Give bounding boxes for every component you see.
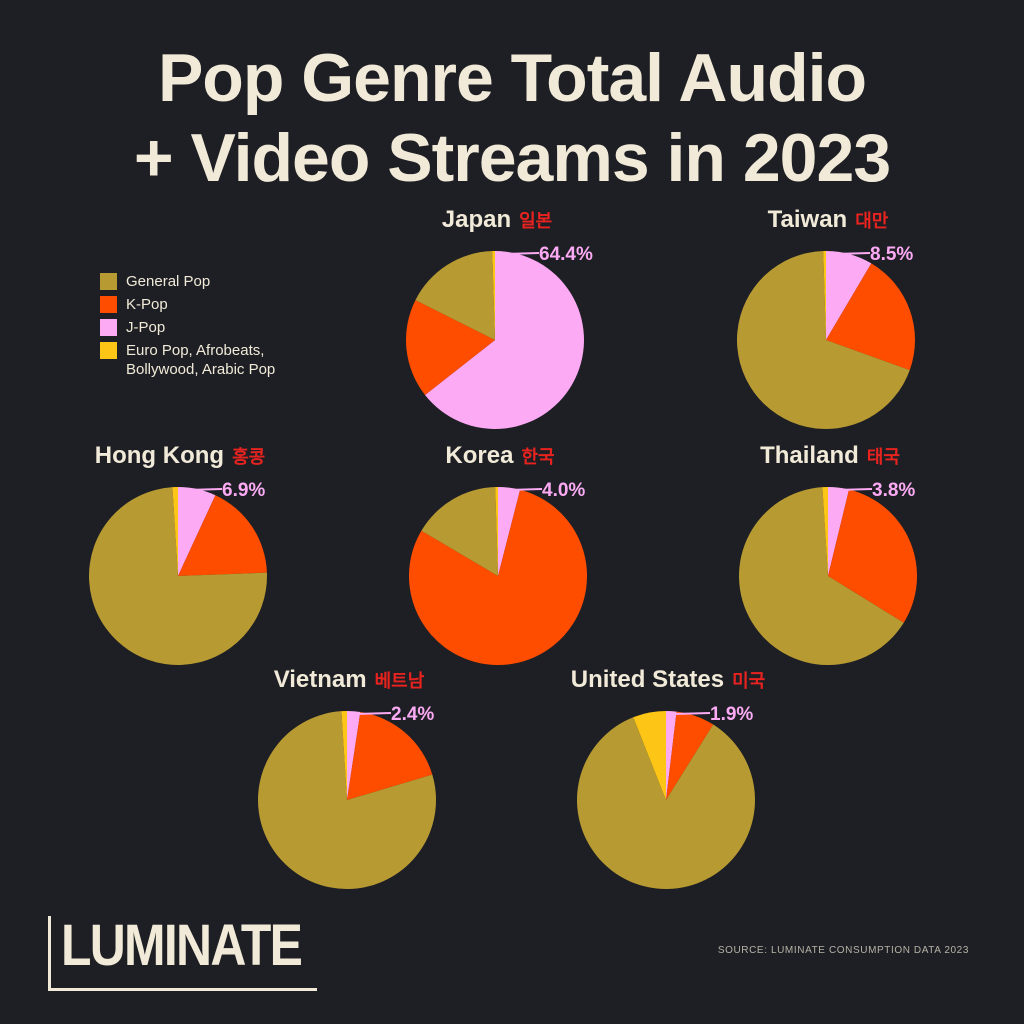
country-name-korean: 태국 — [867, 447, 900, 467]
country-name-korean: 일본 — [519, 211, 552, 231]
pie-title: Vietnam 베트남 — [274, 666, 425, 693]
pie-japan: 64.4% Japan 일본 — [406, 206, 593, 430]
pie-slice-k-pop — [828, 489, 917, 623]
pie-slice-j-pop — [425, 251, 585, 430]
pie-slice-general-pop — [577, 717, 756, 889]
leader-line — [835, 488, 873, 491]
pie-title: Japan 일본 — [442, 206, 553, 233]
legend-swatch — [100, 319, 117, 336]
country-name: Hong Kong — [95, 442, 224, 469]
country-name-korean: 한국 — [521, 447, 554, 467]
source-note: SOURCE: LUMINATE CONSUMPTION DATA 2023 — [717, 945, 969, 956]
legend-swatch — [100, 273, 117, 290]
country-name: Japan — [442, 206, 511, 233]
pie-slice-general-pop — [89, 487, 267, 666]
pie-title: Taiwan 대만 — [768, 206, 889, 233]
pie-title: Hong Kong 홍콩 — [95, 442, 265, 469]
pie-slice-euro-pop — [822, 487, 828, 576]
country-name-korean: 홍콩 — [232, 446, 265, 467]
pie-korea: 4.0% Korea 한국 — [409, 442, 587, 666]
pie-thailand: 3.8% Thailand 태국 — [739, 442, 917, 665]
legend-item-other-pop: Euro Pop, Afrobeats, Bollywood, Arabic P… — [100, 341, 306, 379]
pie-slice-k-pop — [406, 300, 495, 395]
legend-swatch — [100, 342, 117, 359]
legend-label: General Pop — [126, 273, 211, 290]
leader-line — [505, 488, 543, 491]
pie-vietnam: 2.4% Vietnam 베트남 — [257, 666, 436, 889]
country-name: Korea — [445, 442, 514, 469]
legend-label: K-Pop — [126, 296, 168, 313]
pie-slice-euro-pop — [633, 711, 666, 800]
pie-slice-j-pop — [828, 487, 850, 576]
pie-title: Korea 한국 — [445, 442, 554, 469]
pie-slice-general-pop — [737, 251, 910, 430]
legend-item-j-pop: J-Pop — [100, 318, 306, 337]
legend-swatch — [100, 296, 117, 313]
pie-slice-general-pop — [257, 711, 436, 889]
country-name: Taiwan — [768, 206, 848, 233]
pie-slice-j-pop — [347, 711, 361, 800]
j-pop-share-label: 2.4% — [391, 704, 434, 725]
chart-title: Pop Genre Total Audio + Video Streams in… — [0, 38, 1024, 198]
legend-label: J-Pop — [126, 319, 166, 336]
pie-slice-k-pop — [409, 489, 587, 666]
pie-taiwan: 8.5% Taiwan 대만 — [737, 206, 915, 430]
pie-slice-euro-pop — [495, 487, 498, 576]
j-pop-share-label: 3.8% — [872, 480, 915, 501]
leader-line — [185, 488, 223, 491]
title-line-2: + Video Streams in 2023 — [133, 120, 891, 196]
j-pop-share-label: 4.0% — [542, 480, 585, 501]
logo-text: LUMINATE — [61, 913, 303, 978]
pie-slice-k-pop — [347, 712, 433, 800]
pie-slice-j-pop — [826, 251, 872, 340]
legend-item-general-pop: General Pop — [100, 272, 306, 291]
j-pop-share-label: 6.9% — [222, 480, 265, 501]
pie-slice-j-pop — [666, 711, 677, 800]
pie-slice-general-pop — [421, 487, 498, 576]
country-name-korean: 베트남 — [375, 671, 425, 691]
j-pop-share-label: 1.9% — [710, 704, 753, 725]
pie-slice-euro-pop — [823, 251, 826, 340]
pie-slice-k-pop — [826, 263, 915, 371]
country-name-korean: 미국 — [732, 671, 765, 691]
leader-line — [502, 252, 540, 255]
pie-slice-general-pop — [739, 487, 904, 665]
pie-slice-k-pop — [666, 711, 714, 800]
leader-line — [673, 712, 711, 715]
legend-label: Euro Pop, Afrobeats, Bollywood, Arabic P… — [126, 342, 276, 378]
pie-title: United States 미국 — [571, 666, 766, 693]
j-pop-share-label: 64.4% — [539, 244, 593, 265]
title-line-1: Pop Genre Total Audio — [157, 40, 867, 116]
pie-united-states: 1.9% United States 미국 — [571, 666, 766, 889]
legend-item-k-pop: K-Pop — [100, 295, 306, 314]
pie-slice-k-pop — [178, 495, 267, 576]
leader-line — [833, 252, 871, 255]
pie-title: Thailand 태국 — [760, 442, 900, 469]
country-name: Thailand — [760, 442, 859, 469]
legend: General Pop K-Pop J-Pop Euro Pop, Afrobe… — [100, 272, 306, 383]
pie-hong-kong: 6.9% Hong Kong 홍콩 — [89, 442, 267, 666]
leader-line — [354, 712, 392, 715]
j-pop-share-label: 8.5% — [870, 244, 913, 265]
pie-slice-euro-pop — [492, 251, 495, 340]
pie-slice-general-pop — [415, 251, 495, 340]
pie-slice-euro-pop — [341, 711, 347, 800]
country-name: Vietnam — [274, 666, 367, 693]
luminate-logo: LUMINATE — [48, 916, 317, 991]
pie-slice-j-pop — [178, 487, 216, 576]
country-name-korean: 대만 — [855, 211, 889, 231]
pie-slice-j-pop — [498, 487, 521, 576]
pie-slice-euro-pop — [172, 487, 178, 576]
country-name: United States — [571, 666, 724, 693]
